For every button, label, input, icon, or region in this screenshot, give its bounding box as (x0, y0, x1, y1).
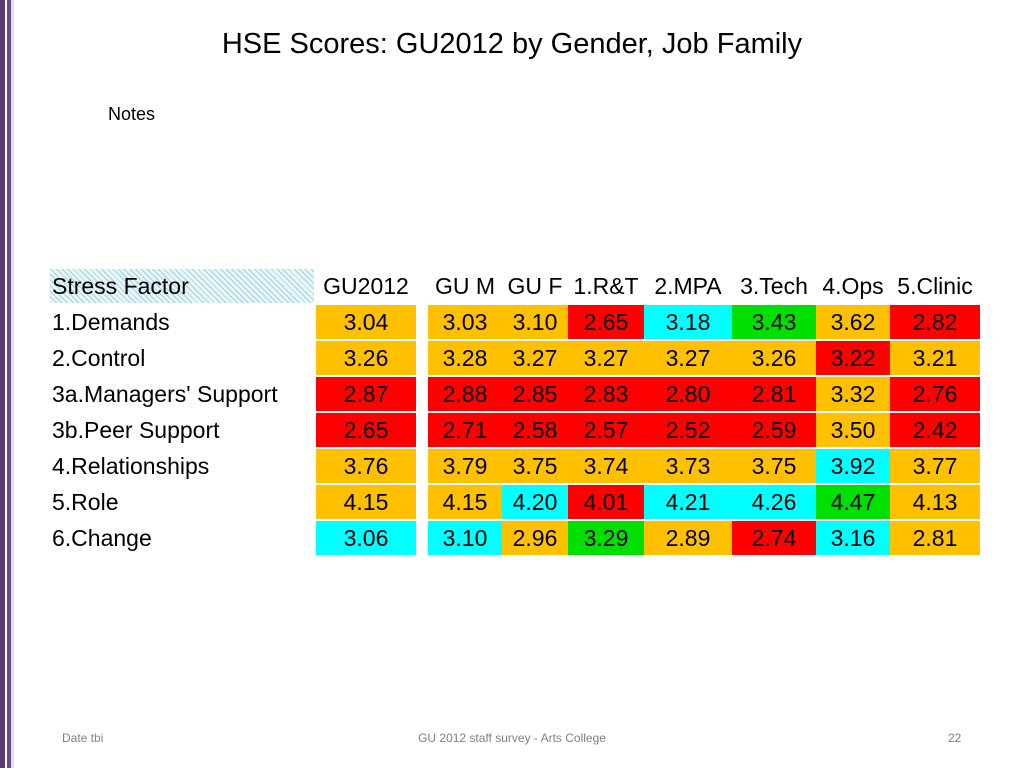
score-cell: 2.80 (644, 377, 732, 411)
score-cell: 3.06 (316, 521, 416, 555)
footer-date: Date tbi (62, 731, 104, 745)
score-cell: 3.27 (568, 341, 644, 375)
row-label: 4.Relationships (52, 452, 210, 479)
score-cell: 4.21 (644, 485, 732, 519)
score-cell: 2.52 (644, 413, 732, 447)
score-cell: 3.74 (568, 449, 644, 483)
hse-score-table: Stress Factor GU2012 GU M GU F 1.R&T 2.M… (50, 268, 980, 556)
score-cell: 3.27 (502, 341, 568, 375)
row-label: 2.Control (52, 344, 146, 371)
score-cell: 3.50 (816, 413, 890, 447)
score-cell: 2.85 (502, 377, 568, 411)
score-cell: 2.71 (428, 413, 502, 447)
score-cell: 2.58 (502, 413, 568, 447)
score-cell: 3.43 (732, 305, 816, 339)
table-row: 1.Demands 3.04 3.03 3.10 2.65 3.18 3.43 … (50, 304, 980, 340)
score-cell: 2.59 (732, 413, 816, 447)
score-cell: 3.21 (890, 341, 980, 375)
score-cell: 3.28 (428, 341, 502, 375)
score-cell: 2.83 (568, 377, 644, 411)
score-cell: 3.77 (890, 449, 980, 483)
score-cell: 3.32 (816, 377, 890, 411)
row-header-label: Stress Factor (50, 269, 314, 303)
score-cell: 3.73 (644, 449, 732, 483)
slide-number: 22 (948, 731, 962, 745)
row-label: 5.Role (52, 488, 119, 515)
column-header: GU M (434, 272, 496, 299)
score-cell: 3.26 (732, 341, 816, 375)
notes-text: Notes (108, 104, 156, 124)
score-cell: 3.75 (502, 449, 568, 483)
score-cell: 2.76 (890, 377, 980, 411)
score-cell: 2.65 (568, 305, 644, 339)
score-cell: 2.81 (732, 377, 816, 411)
score-cell: 4.15 (428, 485, 502, 519)
table-header-row: Stress Factor GU2012 GU M GU F 1.R&T 2.M… (50, 268, 980, 304)
score-cell: 4.47 (816, 485, 890, 519)
score-cell: 3.16 (816, 521, 890, 555)
score-cell: 3.04 (316, 305, 416, 339)
score-cell: 2.42 (890, 413, 980, 447)
table-row: 3a.Managers' Support 2.87 2.88 2.85 2.83… (50, 376, 980, 412)
score-cell: 3.27 (644, 341, 732, 375)
score-cell: 4.01 (568, 485, 644, 519)
table-row: 5.Role 4.15 4.15 4.20 4.01 4.21 4.26 4.4… (50, 484, 980, 520)
score-cell: 3.22 (816, 341, 890, 375)
column-header: 2.MPA (654, 272, 722, 299)
table-row: 2.Control 3.26 3.28 3.27 3.27 3.27 3.26 … (50, 340, 980, 376)
score-cell: 2.74 (732, 521, 816, 555)
footer-caption: GU 2012 staff survey - Arts College (418, 731, 606, 745)
score-cell: 2.65 (316, 413, 416, 447)
row-label: 1.Demands (52, 308, 170, 335)
row-label: 3b.Peer Support (52, 416, 220, 443)
score-cell: 2.57 (568, 413, 644, 447)
column-header: GU2012 (323, 272, 409, 299)
score-cell: 3.92 (816, 449, 890, 483)
score-cell: 2.96 (502, 521, 568, 555)
table-row: 3b.Peer Support 2.65 2.71 2.58 2.57 2.52… (50, 412, 980, 448)
score-cell: 4.15 (316, 485, 416, 519)
slide-accent-bar (0, 0, 14, 768)
score-cell: 4.20 (502, 485, 568, 519)
score-cell: 3.75 (732, 449, 816, 483)
score-cell: 3.10 (502, 305, 568, 339)
column-header: 4.Ops (822, 272, 884, 299)
table-row: 4.Relationships 3.76 3.79 3.75 3.74 3.73… (50, 448, 980, 484)
score-cell: 2.87 (316, 377, 416, 411)
column-header: 5.Clinic (897, 272, 973, 299)
score-cell: 3.18 (644, 305, 732, 339)
score-cell: 3.03 (428, 305, 502, 339)
score-cell: 2.89 (644, 521, 732, 555)
score-cell: 2.88 (428, 377, 502, 411)
score-cell: 2.82 (890, 305, 980, 339)
score-cell: 3.79 (428, 449, 502, 483)
score-cell: 2.81 (890, 521, 980, 555)
score-cell: 3.26 (316, 341, 416, 375)
slide-title: HSE Scores: GU2012 by Gender, Job Family (221, 28, 803, 60)
score-cell: 4.26 (732, 485, 816, 519)
score-cell: 3.76 (316, 449, 416, 483)
column-header: 3.Tech (740, 272, 808, 299)
score-cell: 3.62 (816, 305, 890, 339)
row-label: 6.Change (52, 524, 152, 551)
column-header: GU F (507, 272, 563, 299)
score-cell: 3.29 (568, 521, 644, 555)
row-label: 3a.Managers' Support (52, 380, 278, 407)
column-header: 1.R&T (573, 272, 639, 299)
score-cell: 4.13 (890, 485, 980, 519)
table-row: 6.Change 3.06 3.10 2.96 3.29 2.89 2.74 3… (50, 520, 980, 556)
score-cell: 3.10 (428, 521, 502, 555)
